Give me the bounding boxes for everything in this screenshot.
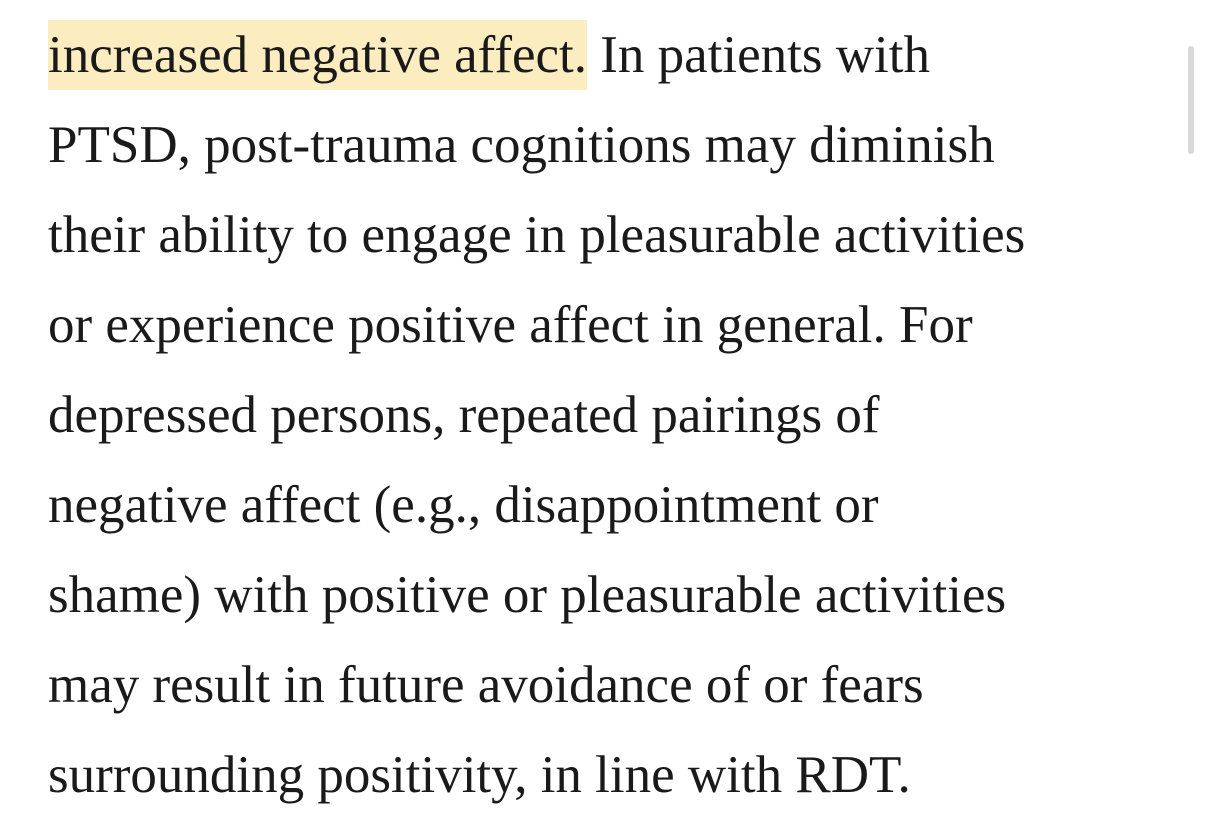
article-paragraph: increased negative affect. In patients w…: [48, 10, 1158, 820]
text-line: increased negative affect. In patients w…: [48, 10, 1158, 100]
text-line: negative affect (e.g., disappointment or: [48, 476, 879, 534]
text-line: may result in future avoidance of or fea…: [48, 656, 924, 714]
text-line: their ability to engage in pleasurable a…: [48, 206, 1026, 264]
vertical-scrollbar[interactable]: [1188, 46, 1194, 154]
text-highlight[interactable]: increased negative affect.: [48, 20, 588, 90]
text-line: surrounding positivity, in line with RDT…: [48, 746, 911, 804]
text-line: or experience positive affect in general…: [48, 296, 973, 354]
text-segment: In patients with: [587, 26, 930, 84]
text-line: PTSD, post-trauma cognitions may diminis…: [48, 116, 995, 174]
text-line: depressed persons, repeated pairings of: [48, 386, 880, 444]
text-line: shame) with positive or pleasurable acti…: [48, 566, 1007, 624]
